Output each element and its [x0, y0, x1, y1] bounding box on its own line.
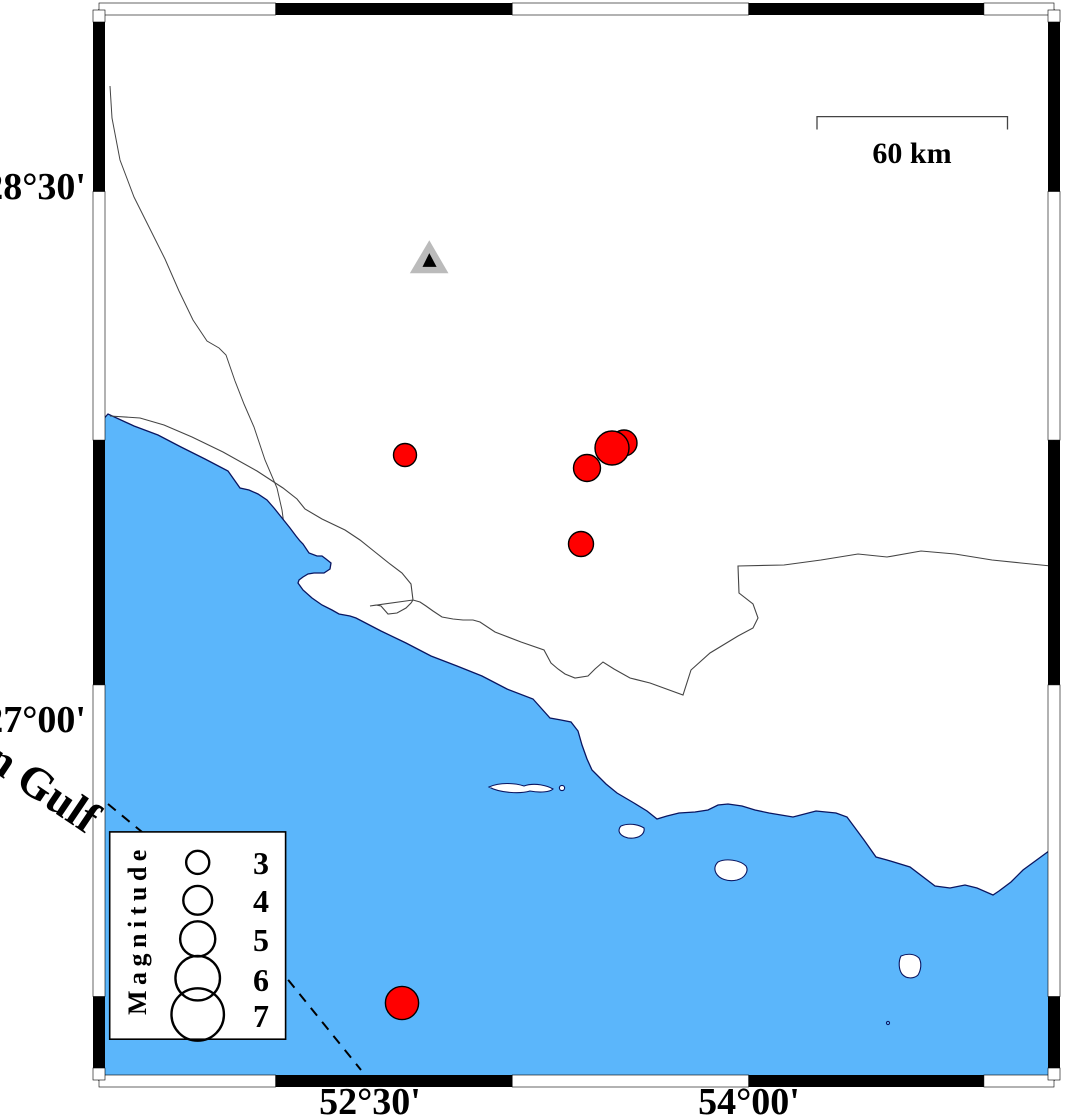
svg-text:4: 4 — [253, 883, 269, 919]
svg-text:60 km: 60 km — [872, 137, 951, 170]
svg-text:28°30': 28°30' — [0, 166, 86, 208]
svg-text:6: 6 — [253, 962, 269, 998]
svg-text:54°00': 54°00' — [698, 1081, 800, 1119]
svg-text:5: 5 — [253, 922, 269, 958]
svg-text:27°00': 27°00' — [0, 699, 86, 741]
svg-text:7: 7 — [253, 998, 269, 1034]
svg-text:3: 3 — [253, 845, 269, 881]
svg-text:Magnitude: Magnitude — [123, 844, 152, 1015]
svg-text:52°30': 52°30' — [319, 1081, 421, 1119]
